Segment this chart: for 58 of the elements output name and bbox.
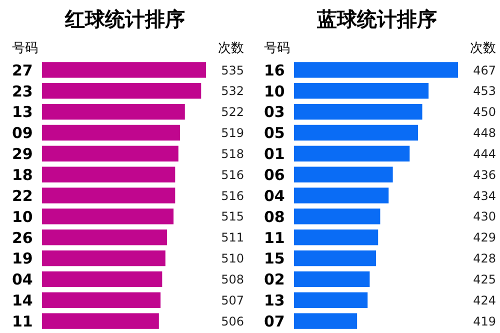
data-label: 436 [473,168,496,182]
y-tick-label: 14 [12,292,33,310]
y-tick-label: 18 [12,166,33,184]
data-label: 425 [473,272,496,287]
y-tick-label: 10 [12,208,33,226]
y-tick-label: 22 [12,186,33,205]
y-tick-label: 04 [12,270,33,289]
y-axis-title: 号码 [264,41,290,56]
y-tick-label: 08 [264,208,285,226]
y-tick-label: 05 [264,124,285,142]
x-axis-title: 次数 [470,41,496,56]
y-tick-label: 03 [264,103,285,122]
y-tick-label: 19 [12,250,33,268]
y-tick-label: 09 [12,124,33,142]
data-label: 430 [473,210,496,224]
chart-title: 蓝球统计排序 [316,7,437,31]
data-label: 511 [221,230,244,245]
data-label: 467 [473,63,496,78]
data-label: 508 [221,272,244,287]
y-tick-label: 11 [12,312,33,330]
y-tick-label: 26 [12,228,33,247]
y-tick-label: 23 [12,82,33,100]
y-tick-label: 06 [264,166,285,184]
y-tick-label: 10 [264,82,285,100]
y-tick-label: 13 [12,103,33,122]
data-label: 453 [473,84,496,98]
data-label: 434 [473,188,496,203]
data-label: 428 [473,252,496,266]
data-label: 518 [221,146,244,161]
y-tick-label: 02 [264,270,285,289]
data-label: 419 [473,314,496,328]
y-tick-label: 13 [264,292,285,310]
y-tick-label: 01 [264,145,285,164]
data-label: 429 [473,230,496,245]
data-label: 450 [473,105,496,120]
y-tick-label: 16 [264,61,285,80]
data-label: 516 [221,188,244,203]
data-label: 535 [221,63,244,78]
y-tick-label: 29 [12,145,33,164]
chart-title: 红球统计排序 [64,7,185,31]
data-label: 444 [473,146,496,161]
x-axis-title: 次数 [218,41,244,56]
data-label: 448 [473,126,496,140]
y-tick-label: 15 [264,250,285,268]
data-label: 507 [221,293,244,308]
data-label: 516 [221,168,244,182]
data-label: 519 [221,126,244,140]
y-tick-label: 04 [264,186,285,205]
data-label: 515 [221,210,244,224]
y-axis-title: 号码 [12,41,38,56]
y-tick-label: 27 [12,61,33,80]
data-label: 506 [221,314,244,328]
y-tick-label: 07 [264,312,285,330]
data-label: 522 [221,105,244,120]
data-label: 532 [221,84,244,98]
data-label: 424 [473,293,496,308]
y-tick-label: 11 [264,228,285,247]
data-label: 510 [221,252,244,266]
